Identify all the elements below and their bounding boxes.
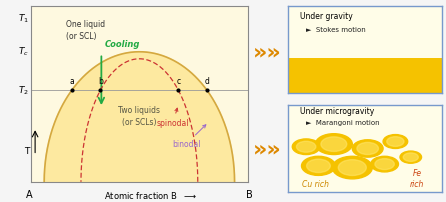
- Text: Two liquids
(or SCLs): Two liquids (or SCLs): [118, 106, 161, 127]
- Text: Fe
rich: Fe rich: [410, 169, 424, 189]
- Circle shape: [332, 156, 372, 179]
- Circle shape: [315, 134, 352, 155]
- Text: $T_2$: $T_2$: [18, 84, 29, 97]
- Text: Under gravity: Under gravity: [300, 12, 353, 21]
- Text: Cooling: Cooling: [105, 40, 140, 49]
- Text: $T_c$: $T_c$: [18, 45, 29, 58]
- Circle shape: [339, 160, 366, 176]
- Circle shape: [375, 159, 394, 169]
- Text: »»: »»: [253, 139, 282, 160]
- Text: c: c: [177, 77, 181, 86]
- Text: ►  Marangoni motion: ► Marangoni motion: [306, 120, 380, 126]
- Text: T: T: [24, 147, 29, 156]
- Circle shape: [400, 151, 421, 163]
- Circle shape: [357, 142, 379, 155]
- Circle shape: [403, 153, 418, 161]
- Circle shape: [387, 137, 404, 146]
- Text: spinodal: spinodal: [157, 108, 189, 128]
- Text: Cu rich: Cu rich: [302, 180, 329, 189]
- Circle shape: [306, 159, 330, 173]
- Text: Atomic fraction B  $\longrightarrow$: Atomic fraction B $\longrightarrow$: [103, 190, 197, 201]
- Text: b: b: [98, 77, 103, 86]
- Text: B: B: [246, 190, 253, 200]
- Circle shape: [297, 141, 316, 152]
- Polygon shape: [44, 52, 235, 182]
- Text: a: a: [69, 77, 74, 86]
- Text: $T_1$: $T_1$: [18, 12, 29, 25]
- Text: ►  Stokes motion: ► Stokes motion: [306, 26, 366, 33]
- Text: A: A: [26, 190, 32, 200]
- Text: binodal: binodal: [172, 125, 206, 149]
- Text: »»: »»: [253, 42, 282, 63]
- Text: Under microgravity: Under microgravity: [300, 107, 374, 117]
- Text: One liquid
(or SCL): One liquid (or SCL): [66, 20, 105, 41]
- Circle shape: [352, 140, 383, 157]
- Bar: [288, 58, 442, 93]
- Circle shape: [371, 156, 398, 172]
- Circle shape: [301, 156, 335, 175]
- Text: d: d: [205, 77, 210, 86]
- Circle shape: [321, 137, 347, 152]
- Circle shape: [383, 135, 408, 148]
- Circle shape: [292, 139, 320, 155]
